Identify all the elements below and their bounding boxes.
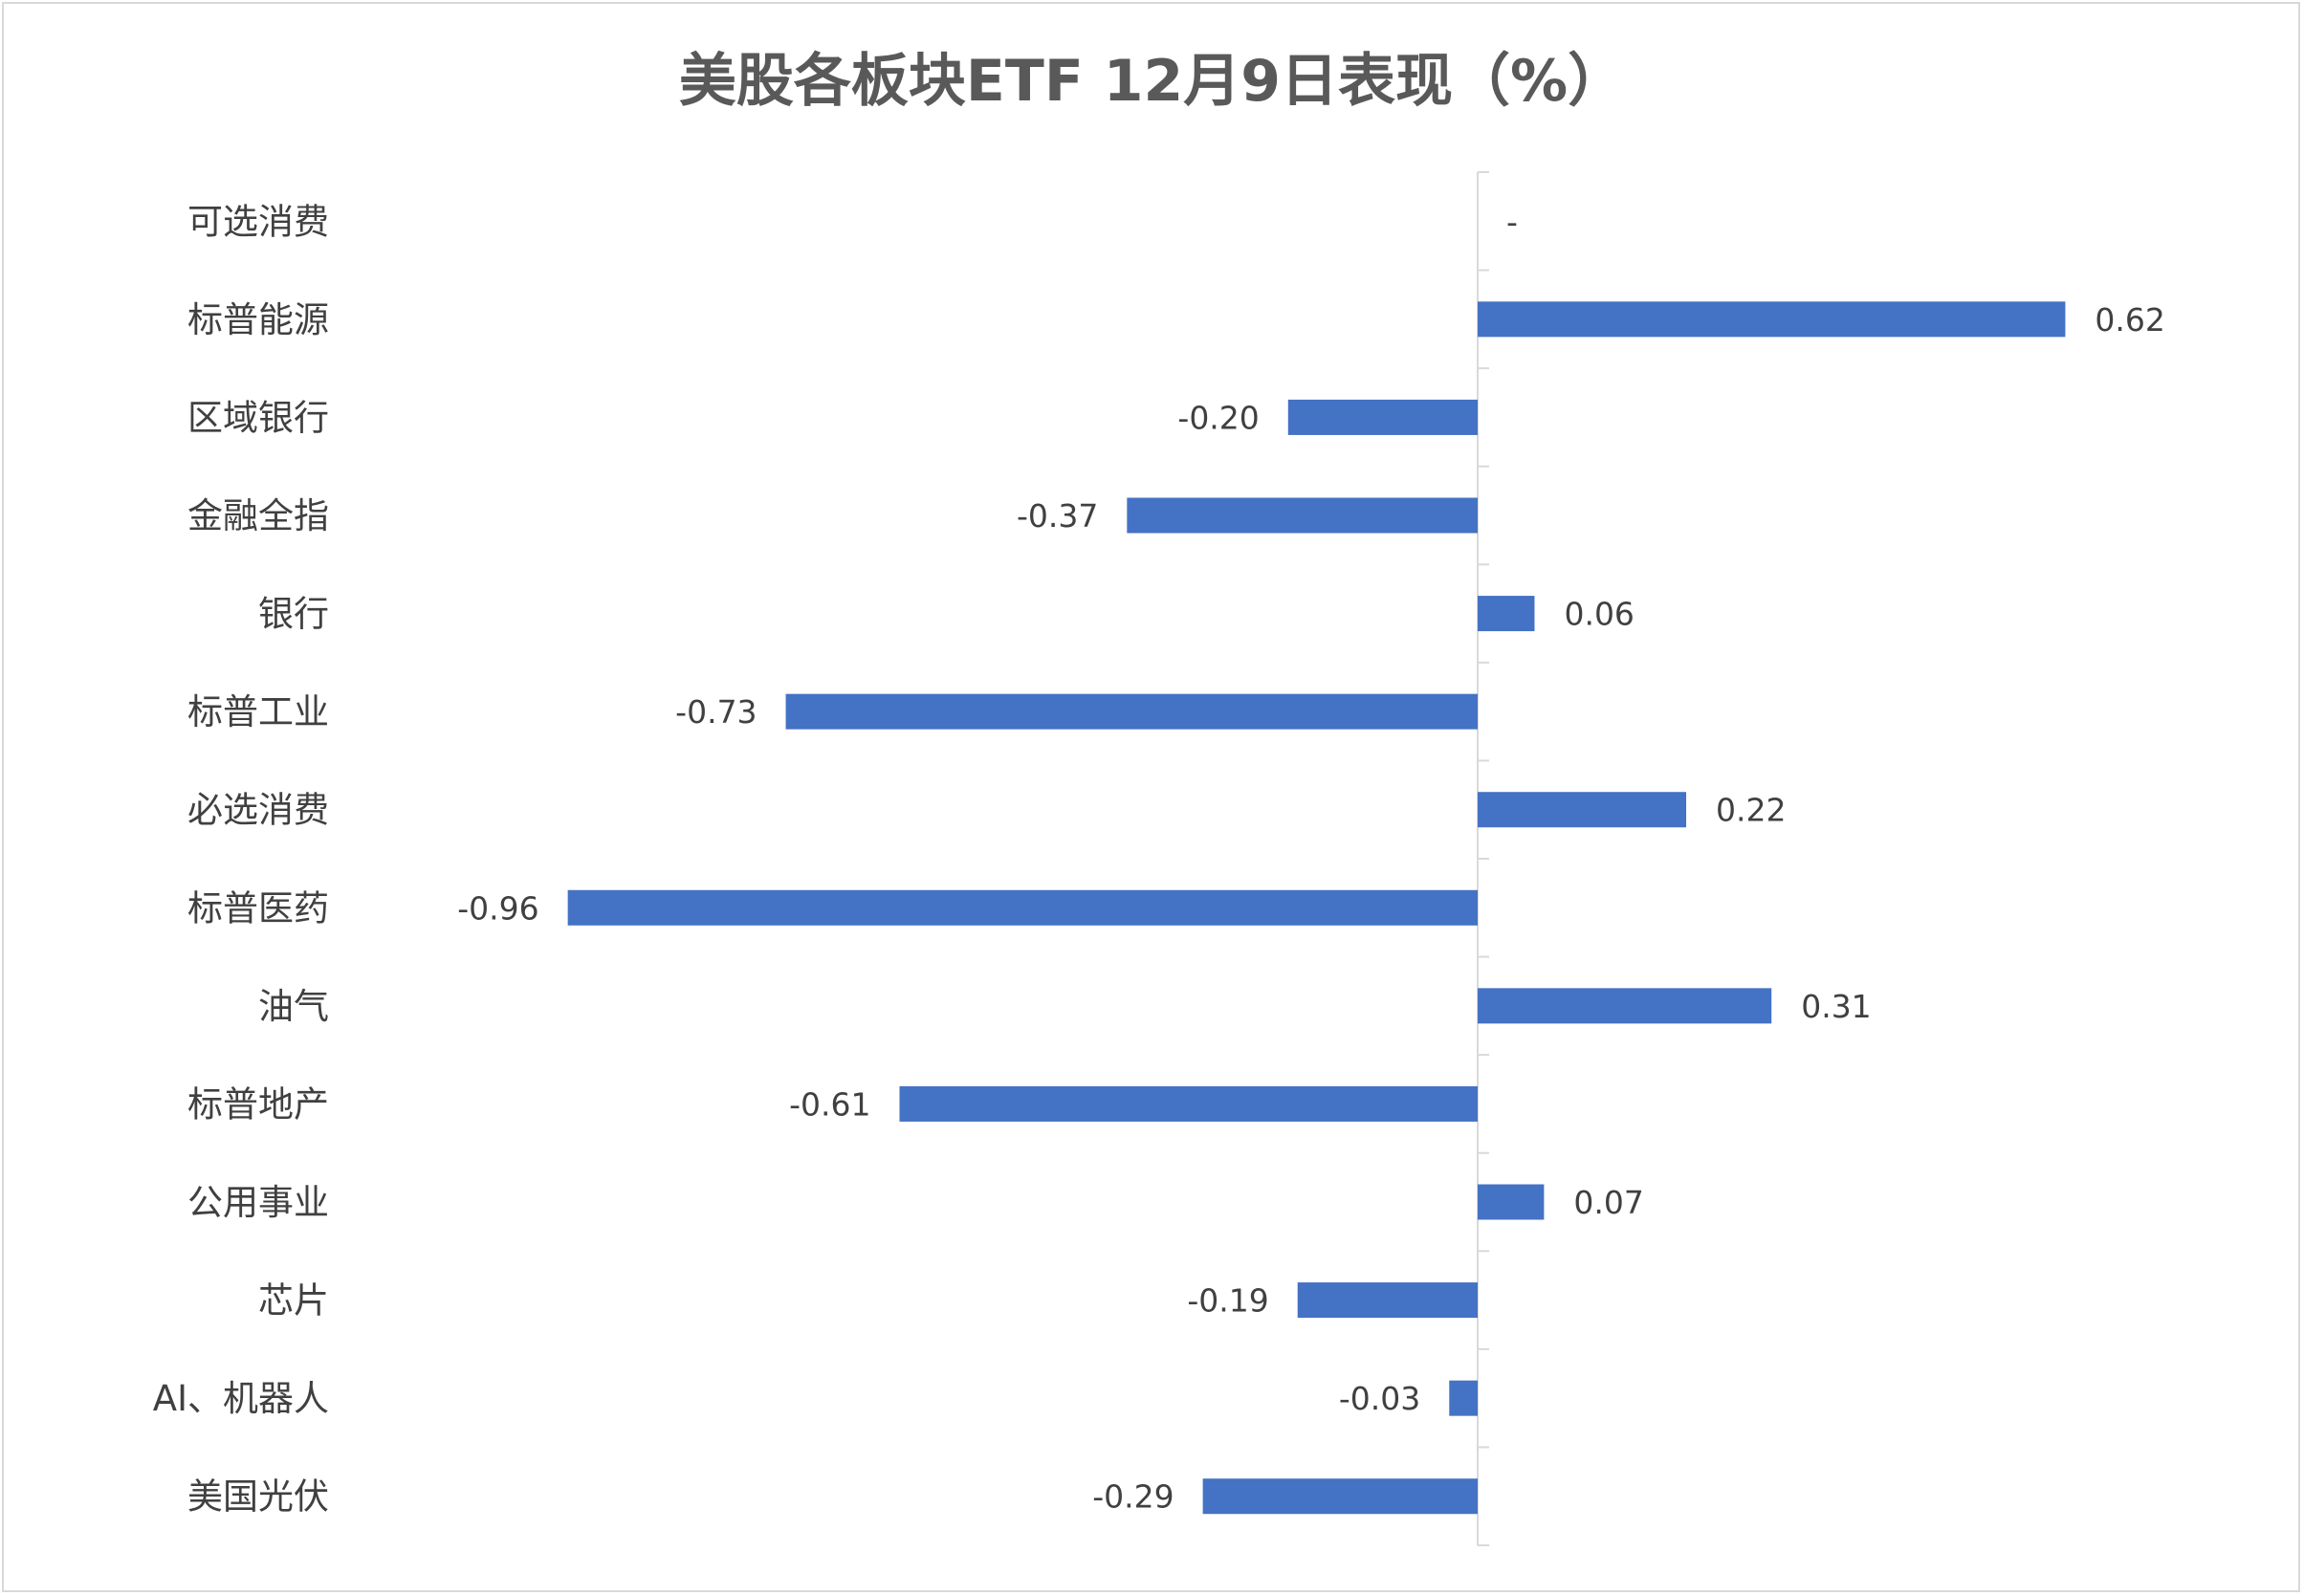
category-label: 标普工业 [187, 691, 329, 732]
bar [1478, 301, 2066, 338]
bar [1478, 1184, 1545, 1220]
data-label: 0.31 [1801, 988, 1871, 1025]
category-label: 可选消费 [187, 201, 329, 242]
data-label: 0.22 [1716, 792, 1786, 829]
bar [1449, 1380, 1478, 1416]
data-label: -0.61 [789, 1085, 870, 1123]
category-label: 芯片 [258, 1280, 329, 1322]
data-label: -0.37 [1017, 497, 1098, 535]
data-label: -0.73 [675, 693, 757, 731]
bar [1478, 988, 1772, 1024]
bar [1127, 497, 1478, 534]
category-label: 公用事业 [187, 1182, 329, 1223]
data-label: - [1506, 203, 1518, 240]
bar [899, 1085, 1478, 1122]
category-label: AI、机器人 [153, 1378, 329, 1419]
category-label: 必选消费 [187, 790, 329, 831]
data-label: 0.62 [2095, 301, 2164, 339]
bar [1287, 399, 1478, 435]
data-label: -0.19 [1187, 1282, 1268, 1320]
category-label: 银行 [258, 594, 329, 635]
chart-title: 美股各板块ETF 12月9日表现（%） [678, 48, 1626, 115]
category-label: 油气 [258, 986, 329, 1027]
bar [1297, 1282, 1478, 1319]
category-label: 美国光伏 [187, 1476, 329, 1518]
data-label: 0.07 [1573, 1184, 1643, 1221]
data-label: -0.29 [1092, 1478, 1174, 1516]
bar [567, 889, 1478, 926]
category-label: 标普能源 [187, 299, 329, 340]
data-label: 0.06 [1564, 596, 1634, 633]
data-label: -0.20 [1177, 399, 1259, 436]
category-label: 区域银行 [187, 397, 329, 438]
category-label: 金融全指 [187, 495, 329, 536]
category-label: 标普医药 [187, 887, 329, 929]
bar [1478, 792, 1687, 828]
bar [1478, 596, 1535, 632]
bar [785, 693, 1478, 730]
bar [1202, 1478, 1478, 1515]
data-label: -0.03 [1339, 1380, 1420, 1417]
category-label: 标普地产 [187, 1083, 329, 1125]
data-label: -0.96 [457, 889, 538, 927]
